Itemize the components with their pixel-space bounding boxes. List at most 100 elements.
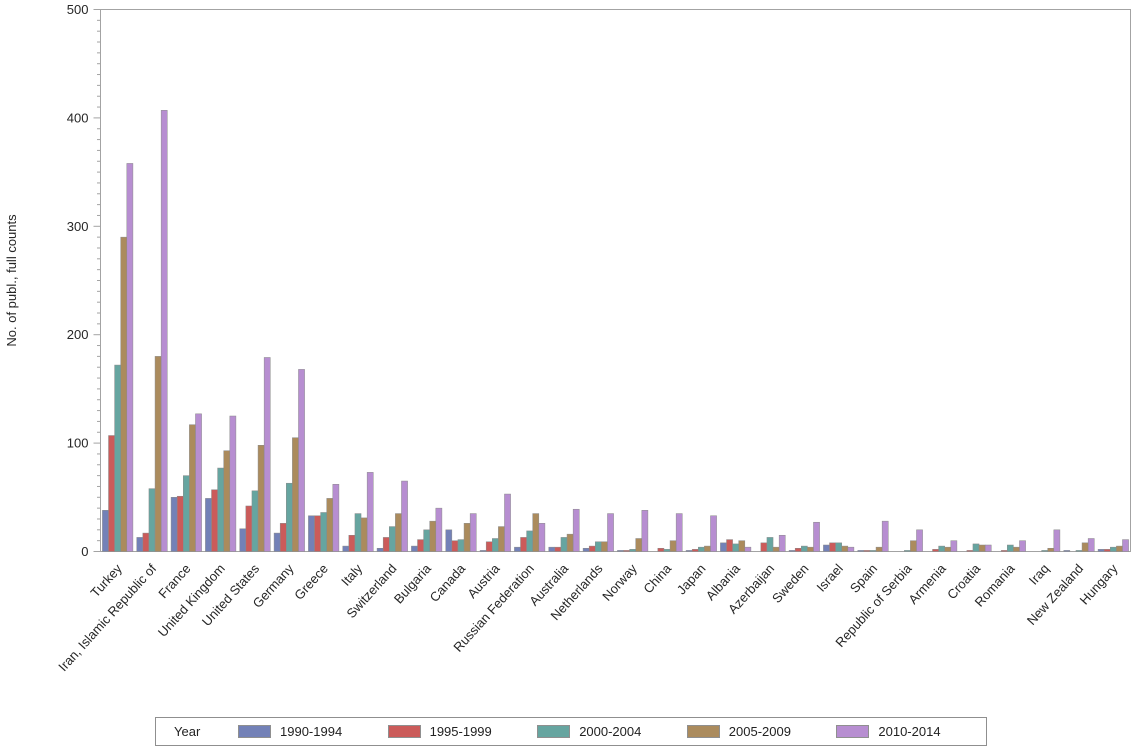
bar-2010-2014-Austria [504, 493, 511, 552]
bar-2010-2014-Hungary [1122, 539, 1129, 552]
bar-2005-2009-Turkey [120, 236, 128, 552]
bar-2005-2009-Sweden [807, 546, 814, 552]
bar-2000-2004-Canada [457, 539, 465, 552]
legend-item: 2005-2009 [686, 724, 837, 739]
bar-2000-2004-Iraq [1041, 550, 1048, 552]
bar-1990-1994-Israel [823, 544, 830, 552]
legend-item: 1990-1994 [238, 724, 388, 739]
bar-2005-2009-United Kingdom [223, 450, 231, 552]
bar-2000-2004-United States [251, 490, 259, 552]
x-tick-label: China [640, 560, 674, 596]
bar-2005-2009-Republic of Serbia [910, 540, 917, 552]
bar-2000-2004-Italy [354, 513, 362, 552]
bar-2005-2009-Canada [463, 523, 471, 552]
bar-1995-1999-Switzerland [382, 537, 390, 552]
x-tick-label: Bulgaria [391, 560, 435, 606]
bar-1995-1999-Albania [726, 539, 733, 552]
bar-2010-2014-Canada [469, 513, 477, 552]
legend-label: 2005-2009 [728, 724, 791, 739]
bar-1990-1994-Italy [342, 545, 350, 552]
legend-label: 2010-2014 [878, 724, 941, 739]
legend-swatch [387, 725, 421, 738]
bar-2010-2014-Iraq [1053, 529, 1061, 552]
bar-1995-1999-Australia [554, 546, 562, 552]
bar-1995-1999-Turkey [108, 435, 115, 552]
legend-swatch [238, 725, 271, 738]
chart-legend: Year 1990-1994 1995-1999 2000-2004 2005-200… [155, 717, 987, 746]
bar-1995-1999-United States [245, 505, 253, 552]
bar-2010-2014-Bulgaria [435, 507, 443, 552]
bar-1990-1994-Spain [857, 550, 865, 552]
x-tick-label: Greece [291, 561, 331, 603]
bar-1995-1999-Spain [863, 550, 871, 552]
legend-item: 1995-1999 [387, 724, 538, 739]
legend-label: 2000-2004 [579, 724, 642, 739]
bar-1995-1999-Italy [348, 534, 356, 552]
bar-2000-2004-Australia [560, 537, 568, 552]
bar-1995-1999-Israel [829, 542, 836, 552]
bar-2000-2004-Republic of Serbia [904, 550, 911, 552]
bar-2000-2004-Iran, Islamic Republic of [148, 488, 156, 552]
bar-2010-2014-China [675, 513, 683, 552]
bar-2005-2009-Italy [360, 517, 368, 552]
bar-2000-2004-Switzerland [389, 526, 396, 552]
bar-1990-1994-France [170, 497, 178, 552]
bar-2010-2014-Russian Federation [538, 523, 546, 552]
bar-2010-2014-Italy [366, 472, 374, 552]
bar-2000-2004-Romania [1007, 544, 1014, 552]
x-tick-label: Israel [813, 561, 845, 595]
bar-2010-2014-Albania [744, 546, 752, 552]
x-tick-label: Hungary [1077, 561, 1121, 608]
bar-2000-2004-Croatia [972, 543, 980, 552]
bar-2000-2004-Armenia [938, 545, 945, 552]
bar-2010-2014-United Kingdom [229, 415, 237, 552]
bar-2005-2009-Croatia [978, 544, 986, 552]
bar-1990-1994-Canada [445, 529, 453, 552]
x-tick-label: Canada [427, 560, 469, 604]
bar-2005-2009-Albania [738, 540, 746, 552]
bar-2000-2004-Russian Federation [526, 530, 533, 552]
x-tick-label: Italy [338, 561, 365, 589]
bar-1995-1999-Germany [279, 523, 287, 552]
bar-1995-1999-Romania [1000, 550, 1008, 552]
bar-2010-2014-Switzerland [401, 480, 408, 552]
legend-swatch [537, 725, 571, 738]
bar-1990-1994-Albania [720, 542, 727, 552]
bar-2000-2004-China [663, 549, 671, 552]
bar-2000-2004-New Zealand [1075, 550, 1083, 552]
bar-2000-2004-Israel [835, 542, 842, 552]
bar-1995-1999-Armenia [932, 549, 939, 552]
bar-2000-2004-Norway [629, 549, 636, 552]
bar-1990-1994-Norway [617, 550, 624, 552]
bar-2000-2004-Germany [286, 482, 293, 552]
bar-1990-1994-Greece [308, 515, 315, 552]
bar-2010-2014-United States [263, 357, 271, 552]
bar-2005-2009-Switzerland [395, 513, 402, 552]
bar-2005-2009-New Zealand [1081, 542, 1089, 552]
bar-1990-1994-United Kingdom [205, 498, 212, 552]
bar-2010-2014-Japan [710, 515, 717, 552]
x-tick-label: Spain [847, 561, 880, 596]
bar-2005-2009-Azerbaijan [772, 546, 780, 552]
bar-1990-1994-Australia [548, 546, 556, 552]
bar-1995-1999-Hungary [1103, 549, 1111, 552]
bar-2000-2004-France [183, 475, 190, 552]
bar-1990-1994-Netherlands [582, 547, 590, 552]
legend-items: 1990-1994 1995-1999 2000-2004 2005-2009 2010… [238, 718, 986, 745]
bar-2000-2004-Greece [320, 512, 327, 552]
x-tick-label: Iraq [1026, 561, 1052, 588]
legend-swatch [836, 725, 870, 738]
bar-1995-1999-Bulgaria [417, 539, 424, 552]
bar-2000-2004-United Kingdom [217, 467, 224, 552]
bar-2010-2014-Germany [298, 369, 305, 552]
bar-2010-2014-Norway [641, 510, 649, 552]
bar-2010-2014-Azerbaijan [778, 534, 786, 552]
bar-1990-1994-Switzerland [376, 547, 384, 552]
bar-2010-2014-Sweden [813, 521, 820, 552]
bar-2010-2014-Netherlands [607, 513, 614, 552]
bar-2000-2004-Albania [732, 543, 739, 552]
bar-1990-1994-Austria [479, 550, 487, 552]
bar-1995-1999-China [657, 547, 665, 552]
bar-1990-1994-Iran, Islamic Republic of [136, 537, 144, 552]
